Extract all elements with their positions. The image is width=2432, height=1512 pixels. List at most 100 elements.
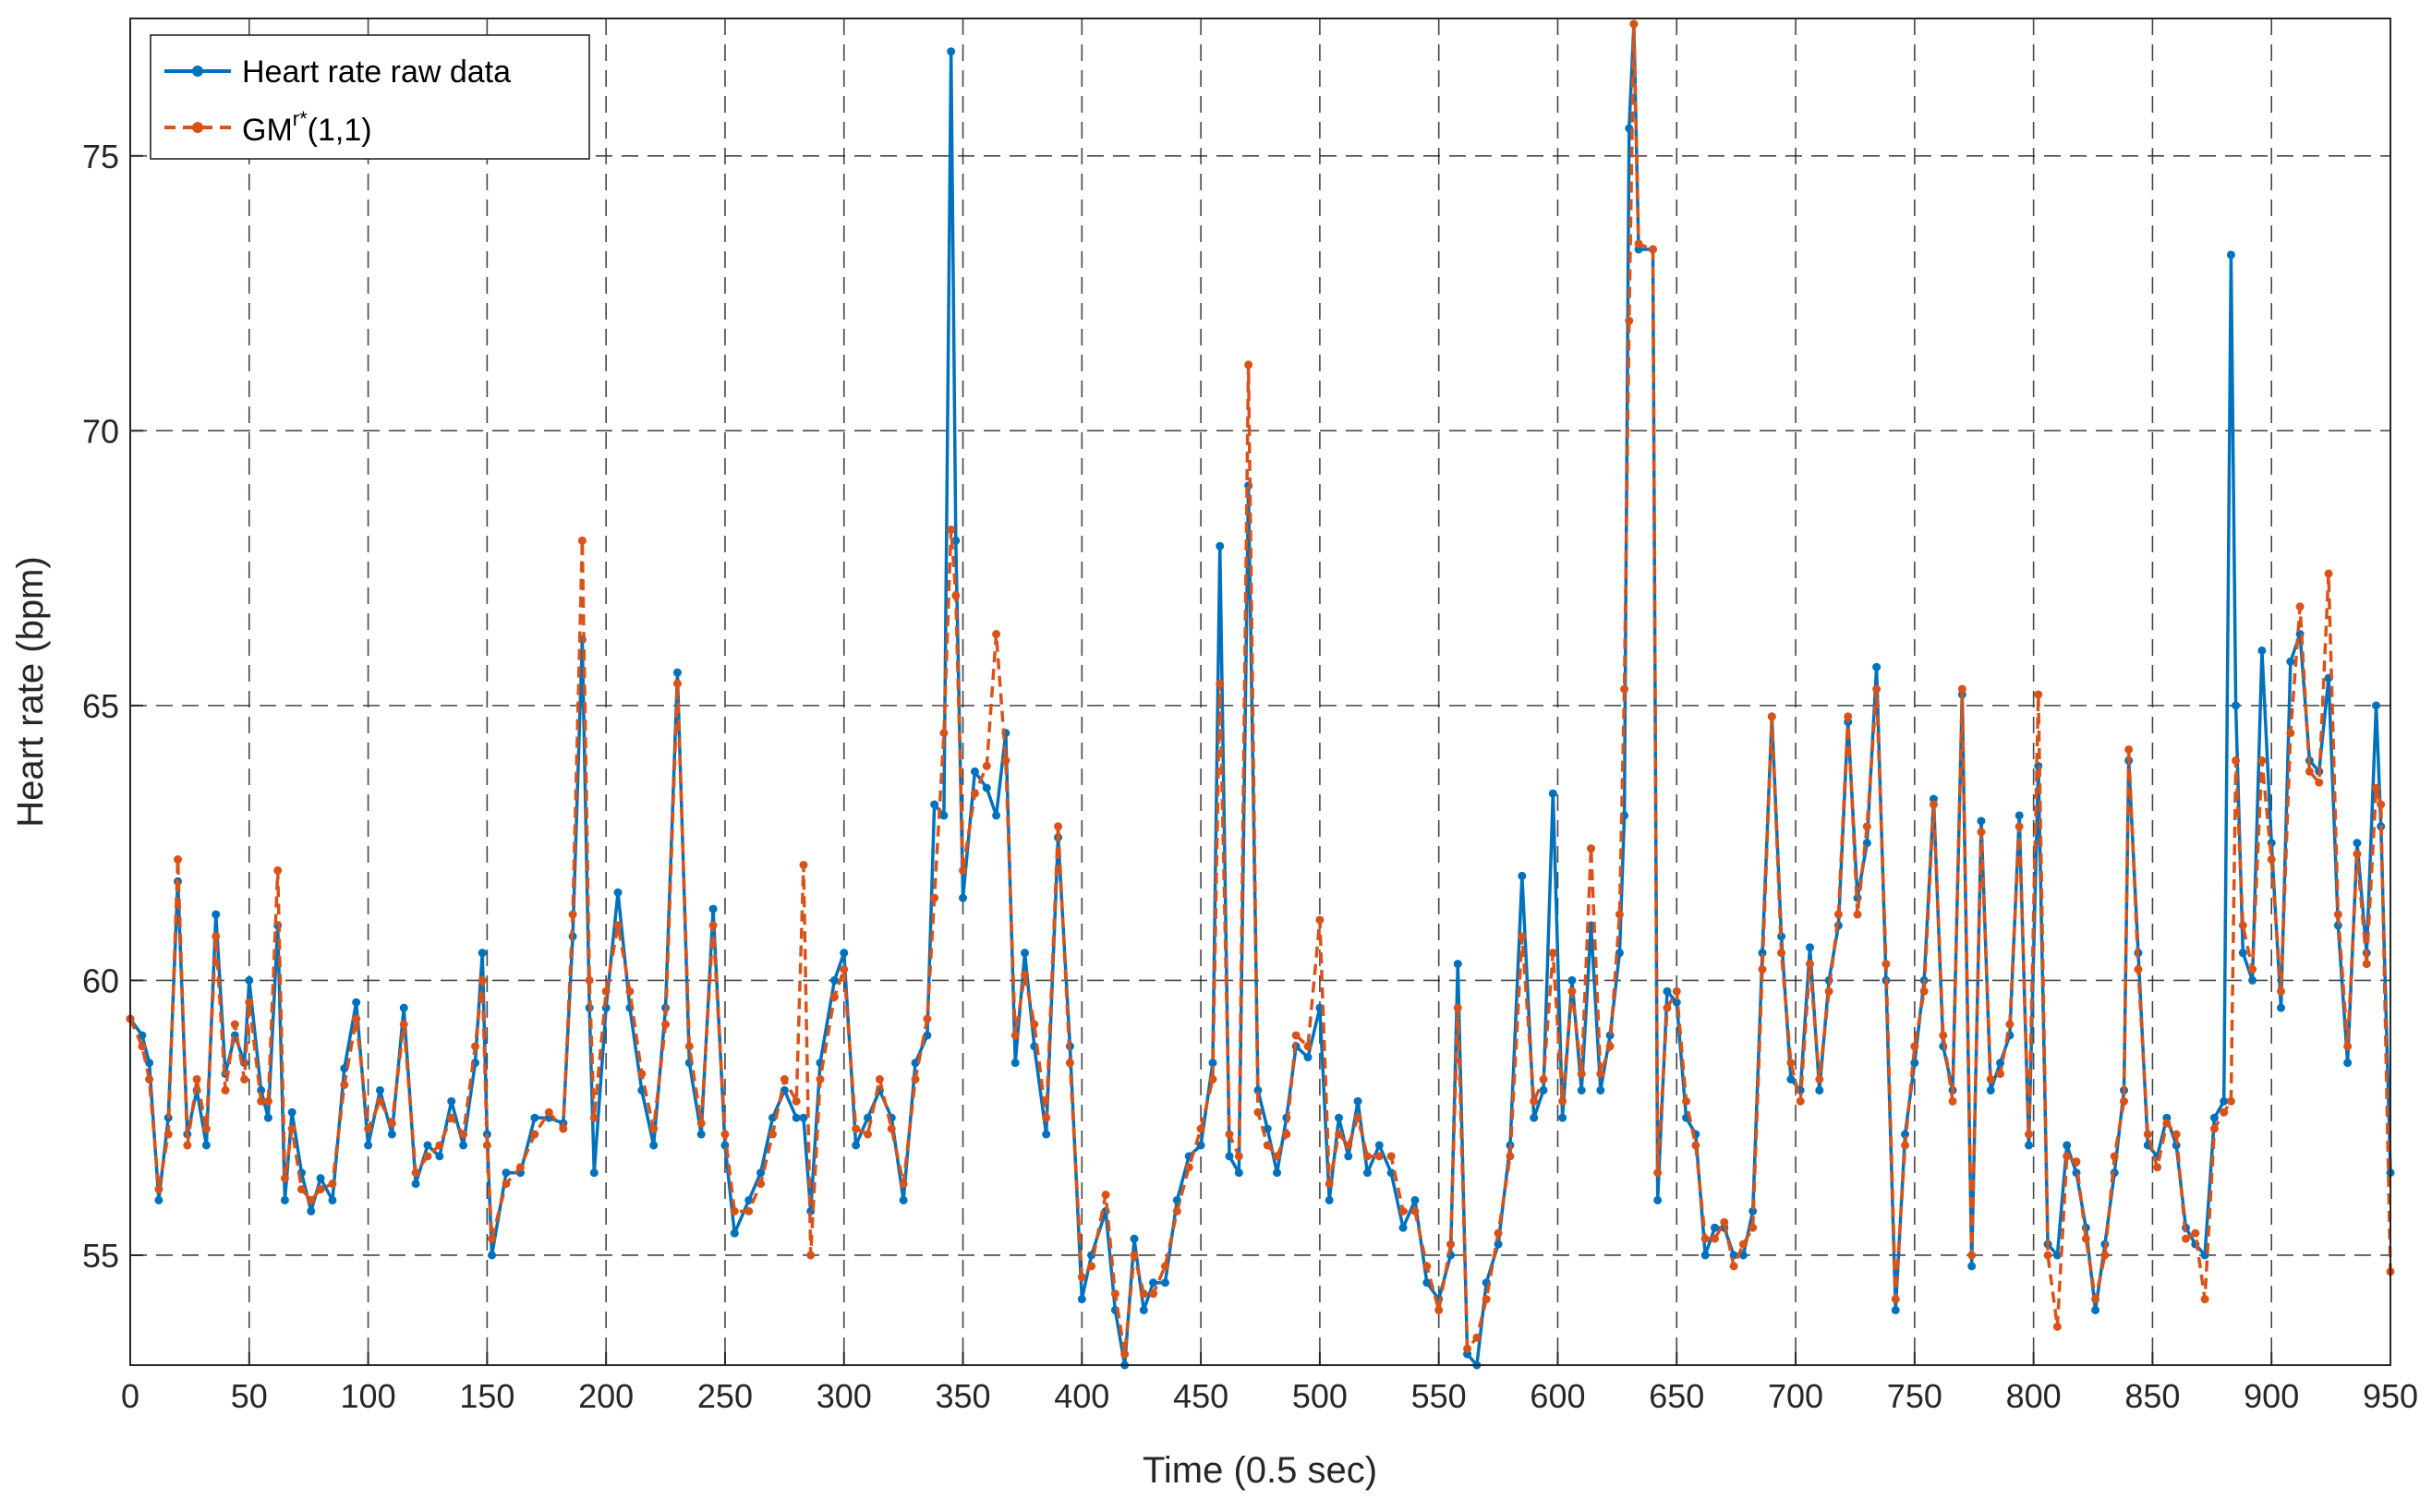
series-raw-point [1149,1278,1158,1288]
series-gm-point [212,932,221,941]
series-raw-point [488,1251,497,1260]
series-gm-point [2209,1124,2219,1133]
series-gm-point [1344,1141,1353,1150]
series-gm-point [2124,744,2134,754]
series-gm-point [947,525,956,534]
series-raw-point [672,668,682,677]
series-raw-point [799,1113,808,1122]
series-raw-point [2091,1305,2100,1314]
series-gm-point [1110,1289,1119,1299]
series-gm-point [1463,1344,1472,1353]
series-raw-point [1410,1195,1420,1204]
x-axis-label: Time (0.5 sec) [1143,1450,1377,1491]
series-gm-point [1263,1141,1272,1150]
series-raw-point [2220,1096,2229,1106]
y-tick-label: 55 [82,1237,119,1275]
series-gm-point [364,1124,373,1133]
series-gm-point [2172,1130,2181,1139]
series-raw-point [2353,839,2362,848]
series-gm-point [544,1107,553,1117]
x-tick-label: 800 [2006,1377,2062,1415]
series-gm-point [2257,756,2267,765]
series-gm-point [2081,1234,2090,1243]
series-raw-point [1353,1096,1362,1106]
series-gm-point [1042,1113,1051,1122]
plot-background [130,18,2390,1365]
series-raw-point [212,910,221,919]
series-gm-point [1577,1070,1586,1079]
series-gm-point [2024,1130,2033,1139]
series-gm-point [799,860,808,869]
series-gm-point [577,536,587,545]
series-gm-point [959,865,968,875]
series-raw-point [708,904,718,913]
series-gm-point [245,998,254,1007]
series-gm-point [1767,712,1776,721]
series-gm-point [1398,1206,1408,1216]
series-gm-point [982,761,991,770]
series-raw-point [1398,1223,1408,1232]
series-gm-point [1208,1075,1217,1084]
series-gm-point [1700,1234,1710,1243]
series-raw-point [1422,1278,1432,1288]
x-tick-label: 150 [459,1377,514,1415]
series-gm-point [240,1075,249,1084]
series-gm-point [1374,1152,1384,1161]
series-raw-point [1558,1113,1567,1122]
series-gm-point [387,1119,396,1128]
series-gm-point [672,679,682,688]
series-raw-point [1077,1295,1086,1304]
series-gm-point [2153,1163,2162,1172]
y-tick-label: 75 [82,138,119,175]
series-gm-point [1410,1206,1420,1216]
series-raw-point [1453,960,1462,969]
series-gm-point [649,1124,659,1133]
series-gm-point [154,1185,163,1194]
series-raw-point [2024,1141,2033,1150]
series-gm-point [316,1185,325,1194]
series-gm-point [2295,602,2305,611]
series-gm-point [744,1206,754,1216]
series-gm-point [756,1179,766,1189]
series-gm-point [2353,850,2362,859]
series-raw-point [2209,1113,2219,1122]
series-gm-point [340,1081,349,1089]
series-gm-point [1977,828,1986,837]
series-gm-point [1494,1228,1503,1238]
series-gm-point [2110,1152,2119,1161]
series-gm-point [183,1141,192,1150]
series-gm-point [1748,1223,1758,1232]
series-gm-point [192,1075,201,1084]
series-gm-point [1758,965,1767,974]
x-tick-label: 650 [1649,1377,1704,1415]
series-gm-point [2063,1152,2072,1161]
series-gm-point [502,1179,511,1189]
x-tick-label: 0 [121,1377,139,1415]
series-raw-point [1225,1152,1234,1161]
x-tick-label: 100 [341,1377,396,1415]
series-gm-point [515,1163,525,1172]
series-gm-point [1625,316,1634,325]
series-raw-point [1010,1058,1020,1068]
series-raw-point [613,888,623,897]
series-raw-point [1872,662,1881,671]
series-gm-point [1929,800,1938,809]
series-raw-point [1786,1075,1796,1084]
series-gm-point [2333,910,2342,919]
series-gm-point [2277,986,2286,996]
x-tick-label: 700 [1768,1377,1823,1415]
series-raw-point [201,1141,211,1150]
series-gm-point [138,1042,147,1051]
series-raw-point [2257,646,2267,655]
series-gm-point [1160,1262,1169,1271]
series-gm-point [1729,1262,1738,1271]
x-tick-label: 850 [2124,1377,2180,1415]
series-gm-point [1225,1130,1234,1139]
series-gm-point [720,1130,730,1139]
series-raw-point [2052,1251,2062,1260]
series-gm-point [2143,1130,2152,1139]
series-gm-point [1620,684,1629,694]
series-gm-point [1833,910,1843,919]
series-gm-point [2226,1096,2235,1106]
series-gm-point [559,1124,568,1133]
